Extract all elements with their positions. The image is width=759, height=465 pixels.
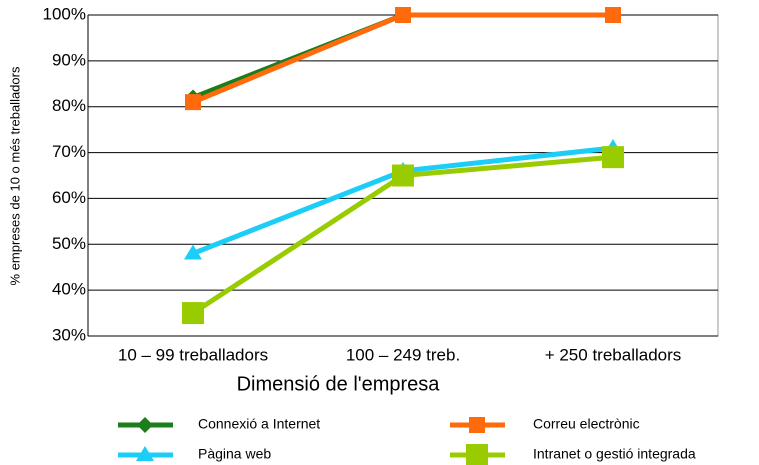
x-tick-label: + 250 treballadors — [545, 345, 682, 364]
data-point — [602, 146, 624, 168]
y-tick-label: 50% — [52, 234, 86, 253]
data-point — [182, 302, 204, 324]
data-point — [395, 7, 411, 23]
y-tick-label: 100% — [43, 4, 86, 23]
chart: Dimensió de l'empresa % empreses de 10 o… — [0, 0, 759, 465]
x-tick-label: 10 – 99 treballadors — [118, 345, 268, 364]
y-tick-label: 90% — [52, 50, 86, 69]
legend-marker — [137, 417, 153, 433]
x-tick-label: 100 – 249 treb. — [346, 345, 460, 364]
data-point — [185, 94, 201, 110]
y-axis-title: % empreses de 10 o més treballadors — [7, 66, 22, 285]
data-point — [392, 165, 414, 187]
y-tick-label: 60% — [52, 188, 86, 207]
y-tick-label: 80% — [52, 96, 86, 115]
legend-marker — [469, 417, 485, 433]
legend-label: Intranet o gestió integrada — [533, 446, 696, 462]
legend-label: Pàgina web — [198, 446, 271, 462]
y-tick-label: 70% — [52, 142, 86, 161]
legend-marker — [466, 444, 488, 465]
x-axis-title: Dimensió de l'empresa — [237, 373, 441, 395]
legend-label: Connexió a Internet — [198, 416, 320, 432]
series-line — [193, 15, 613, 98]
y-tick-label: 40% — [52, 280, 86, 299]
data-point — [605, 7, 621, 23]
y-tick-label: 30% — [52, 325, 86, 344]
legend-label: Correu electrònic — [533, 416, 640, 432]
series-line — [193, 15, 613, 102]
